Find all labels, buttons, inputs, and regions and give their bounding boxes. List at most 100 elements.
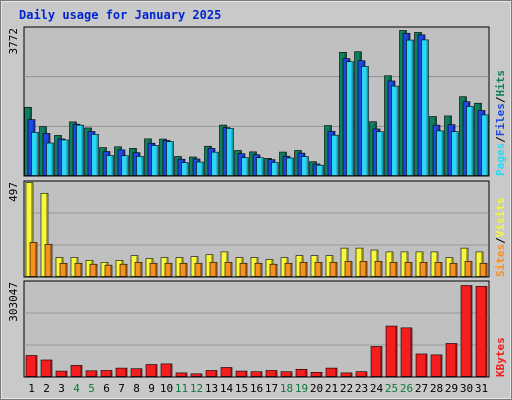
visits-sites-legend: Sites/Visits: [494, 198, 507, 278]
pages-bar-day-12: [196, 161, 204, 176]
sites-bar-day-8: [134, 262, 143, 277]
visits-max-label: 497: [7, 182, 20, 202]
sites-bar-day-26: [404, 262, 413, 277]
pages-bar-day-5: [91, 134, 99, 176]
sites-bar-day-11: [179, 262, 188, 277]
kbytes-bar-day-20: [310, 371, 323, 377]
day-label-14: 14: [220, 382, 234, 395]
day-label-5: 5: [88, 382, 95, 395]
pages-bar-day-18: [286, 157, 294, 176]
sites-bar-day-4: [74, 262, 83, 277]
pages-bar-day-25: [391, 85, 399, 176]
day-label-25: 25: [385, 382, 398, 395]
pages-bar-day-13: [211, 151, 219, 176]
svg-text:Pages/Files/Hits: Pages/Files/Hits: [494, 70, 507, 176]
day-label-17: 17: [265, 382, 278, 395]
kbytes-bar-day-18: [280, 371, 293, 377]
hits-files-pages-legend: Pages/Files/Hits: [494, 70, 507, 176]
pages-bar-day-14: [226, 128, 234, 176]
kbytes-bar-day-10: [160, 363, 173, 377]
sites-bar-day-9: [149, 262, 158, 277]
visits-bar-day-2: [40, 192, 49, 277]
day-label-7: 7: [118, 382, 125, 395]
legend-visits: Visits: [494, 198, 507, 238]
sites-bar-day-18: [284, 262, 293, 277]
kbytes-bar-day-26: [400, 327, 413, 377]
kbytes-bar-day-8: [130, 368, 143, 377]
chart-title: Daily usage for January 2025: [19, 8, 221, 22]
kbytes-bar-day-5: [85, 370, 98, 377]
kbytes-bar-day-28: [430, 354, 443, 377]
kbytes-bar-day-24: [370, 346, 383, 377]
kbytes-bar-day-16: [250, 371, 263, 377]
kbytes-bar-day-13: [205, 370, 218, 377]
sites-bar-day-12: [194, 262, 203, 277]
day-label-3: 3: [58, 382, 65, 395]
day-label-4: 4: [73, 382, 80, 395]
kbytes-bar-day-2: [40, 359, 53, 377]
pages-bar-day-26: [406, 39, 414, 176]
day-label-30: 30: [460, 382, 473, 395]
day-label-13: 13: [205, 382, 218, 395]
sites-bar-day-21: [329, 262, 338, 277]
kbytes-bar-day-30: [460, 285, 473, 377]
day-label-11: 11: [175, 382, 188, 395]
sites-bar-day-29: [449, 262, 458, 277]
kbytes-bar-day-19: [295, 368, 308, 377]
sites-bar-day-15: [239, 262, 248, 277]
pages-bar-day-9: [151, 145, 159, 176]
legend-pages: Pages: [494, 143, 507, 176]
kbytes-bar-day-25: [385, 325, 398, 377]
sites-bar-day-2: [44, 244, 53, 277]
kbytes-bar-day-21: [325, 367, 338, 377]
legend-hits: Hits: [494, 70, 507, 97]
pages-bar-day-27: [421, 39, 429, 176]
kbytes-bar-day-12: [190, 373, 203, 377]
sites-bar-day-25: [389, 262, 398, 277]
sites-bar-day-22: [344, 261, 353, 277]
pages-bar-day-20: [316, 164, 324, 176]
sites-bar-day-7: [119, 263, 128, 277]
legend-sites: Sites: [494, 244, 507, 277]
pages-bar-day-4: [76, 124, 84, 176]
pages-bar-day-16: [256, 157, 264, 176]
day-label-1: 1: [28, 382, 35, 395]
hits-files-pages-panel: [23, 26, 490, 177]
sites-bar-day-28: [434, 262, 443, 277]
kbytes-bar-day-3: [55, 370, 68, 377]
pages-bar-day-21: [331, 134, 339, 176]
svg-text:KBytes: KBytes: [494, 337, 507, 377]
sites-bar-day-5: [89, 263, 98, 277]
kbytes-max-label: 303047: [7, 282, 20, 322]
kbytes-bar-day-9: [145, 364, 158, 377]
legend-files: Files: [494, 103, 507, 136]
kbytes-bar-day-27: [415, 353, 428, 377]
day-label-27: 27: [415, 382, 428, 395]
kbytes-bar-day-11: [175, 372, 188, 377]
day-label-19: 19: [295, 382, 308, 395]
sites-bar-day-10: [164, 262, 173, 277]
pages-bar-day-17: [271, 162, 279, 176]
pages-bar-day-22: [346, 61, 354, 176]
day-label-8: 8: [133, 382, 140, 395]
sites-bar-day-14: [224, 262, 233, 277]
day-label-23: 23: [355, 382, 368, 395]
day-label-16: 16: [250, 382, 263, 395]
pages-bar-day-30: [466, 106, 474, 176]
pages-bar-day-24: [376, 131, 384, 176]
pages-bar-day-1: [31, 132, 39, 176]
sites-bar-day-30: [464, 261, 473, 277]
sites-bar-day-16: [254, 262, 263, 277]
kbytes-bar-day-7: [115, 367, 128, 377]
kbytes-bar-day-15: [235, 370, 248, 377]
day-label-18: 18: [280, 382, 293, 395]
legend-sep-1: /: [494, 136, 507, 143]
kbytes-bar-day-31: [475, 286, 488, 377]
pages-bar-day-7: [121, 155, 129, 176]
sites-bar-day-6: [104, 264, 113, 277]
pages-bar-day-3: [61, 139, 69, 176]
pages-bar-day-11: [181, 162, 189, 176]
sites-bar-day-31: [479, 262, 488, 277]
day-label-6: 6: [103, 382, 110, 395]
